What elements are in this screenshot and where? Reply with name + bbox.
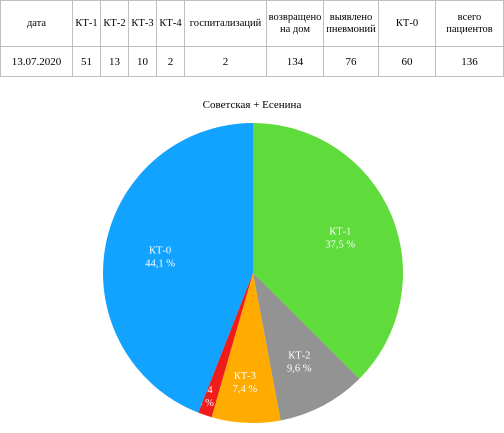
chart-title: Советская + Есенина bbox=[202, 99, 302, 111]
slice-label: КТ-0 bbox=[149, 246, 171, 257]
slice-label: КТ-2 bbox=[288, 351, 310, 362]
pie-slice-кт-4 bbox=[198, 273, 253, 418]
header-hospitalizations: госпитализаций bbox=[184, 0, 267, 47]
cell-total: 136 bbox=[435, 46, 504, 77]
data-table: дата КТ-1 КТ-2 КТ-3 КТ-4 госпитализаций … bbox=[0, 0, 504, 77]
pie-slice-кт-1 bbox=[253, 123, 404, 379]
cell-kt2: 13 bbox=[100, 46, 129, 77]
pie-slice-кт-0 bbox=[102, 122, 254, 413]
cell-date: 13.07.2020 bbox=[0, 46, 73, 77]
slice-value-label: 7,4 % bbox=[233, 384, 258, 395]
table-header-row: дата КТ-1 КТ-2 КТ-3 КТ-4 госпитализаций … bbox=[0, 0, 504, 47]
slice-value-label: 37,5 % bbox=[325, 240, 355, 251]
pie-slice-кт-2 bbox=[253, 273, 360, 421]
header-date: дата bbox=[0, 0, 73, 47]
table-row: 13.07.2020 51 13 10 2 2 134 76 60 136 bbox=[0, 46, 504, 77]
cell-returned-home: 134 bbox=[266, 46, 324, 77]
cell-kt1: 51 bbox=[72, 46, 101, 77]
slice-label: КТ-3 bbox=[234, 371, 256, 382]
pie-slice-кт-3 bbox=[211, 273, 281, 424]
slice-value-label: 44,1 % bbox=[145, 259, 175, 270]
header-kt4: КТ-4 bbox=[156, 0, 185, 47]
cell-kt3: 10 bbox=[128, 46, 157, 77]
header-total: всего пациентов bbox=[435, 0, 504, 47]
slice-value-label: 9,6 % bbox=[287, 364, 312, 375]
slice-label: КТ-1 bbox=[329, 227, 351, 238]
cell-hospitalizations: 2 bbox=[184, 46, 267, 77]
cell-kt0: 60 bbox=[378, 46, 436, 77]
